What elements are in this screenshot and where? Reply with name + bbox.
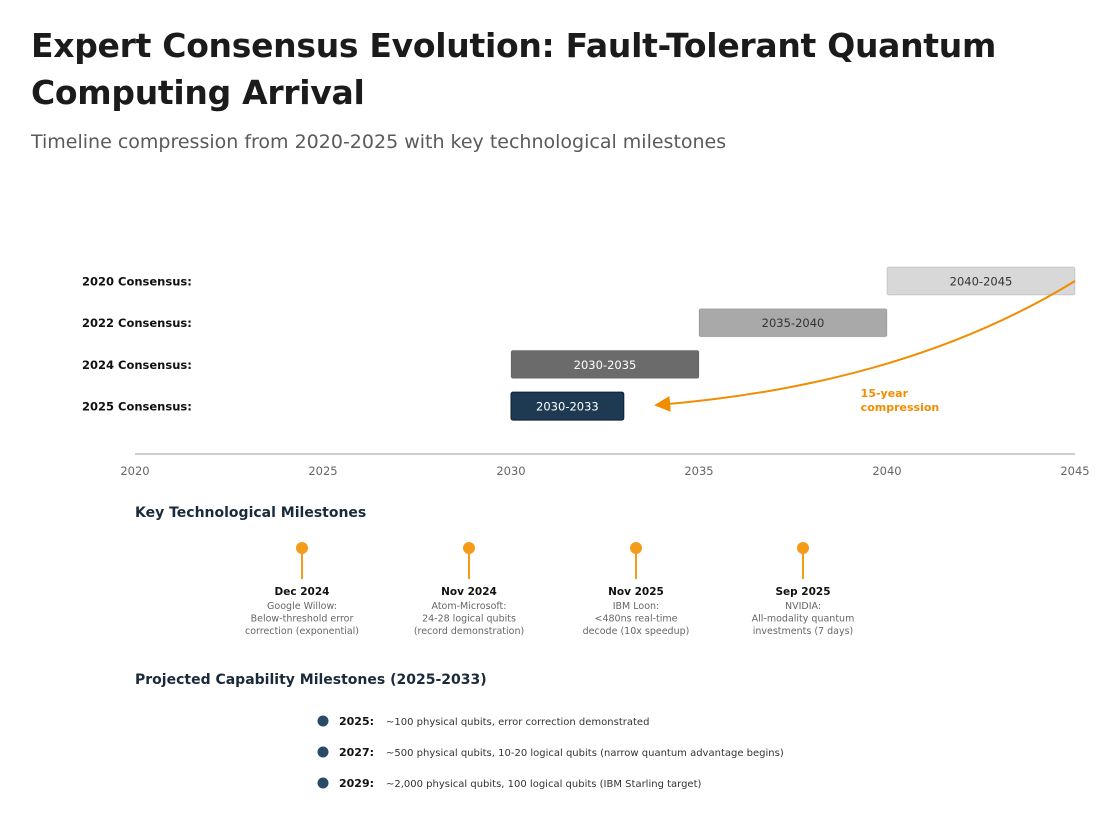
- compression-label-1: 15-year: [861, 387, 909, 400]
- milestone-marker: [630, 542, 642, 554]
- row-label: 2025 Consensus:: [82, 400, 192, 414]
- bar-range-label: 2030-2033: [536, 400, 599, 414]
- page-title: Expert Consensus Evolution: Fault-Tolera…: [31, 26, 997, 112]
- consensus-bar: [698, 308, 888, 338]
- milestone-marker: [296, 542, 308, 554]
- milestone-detail: Google Willow:: [267, 601, 337, 612]
- projected-year: 2025:: [339, 715, 374, 728]
- compression-label-2: compression: [861, 401, 940, 414]
- milestone-detail: Atom-Microsoft:: [432, 601, 507, 612]
- x-tick-label: 2025: [308, 464, 337, 478]
- milestone-detail: IBM Loon:: [613, 601, 660, 612]
- projected-text: ~500 physical qubits, 10-20 logical qubi…: [386, 748, 784, 759]
- projected-heading: Projected Capability Milestones (2025-20…: [135, 672, 487, 688]
- milestones-heading: Key Technological Milestones: [135, 505, 366, 521]
- projected-text: ~2,000 physical qubits, 100 logical qubi…: [386, 779, 702, 790]
- x-tick-label: 2035: [684, 464, 713, 478]
- x-tick-label: 2030: [496, 464, 525, 478]
- consensus-bar: [510, 391, 625, 421]
- milestone-marker: [463, 542, 475, 554]
- milestone-detail: correction (exponential): [245, 626, 359, 637]
- bar-range-label: 2030-2035: [574, 358, 637, 372]
- projected-year: 2027:: [339, 746, 374, 759]
- milestone-detail: (record demonstration): [414, 626, 524, 637]
- milestone-detail: All-modality quantum: [752, 614, 855, 625]
- compression-arrow: [654, 280, 1076, 412]
- x-tick-label: 2020: [120, 464, 149, 478]
- milestone-date: Nov 2024: [441, 586, 497, 598]
- projected-bullet: [317, 777, 329, 789]
- consensus-bar: [510, 349, 700, 379]
- projected-bullet: [317, 715, 329, 727]
- milestone-detail: investments (7 days): [753, 626, 854, 637]
- row-label: 2022 Consensus:: [82, 316, 192, 330]
- milestone-detail: Below-threshold error: [251, 614, 354, 625]
- milestone-marker: [797, 542, 809, 554]
- milestone-detail: decode (10x speedup): [583, 626, 690, 637]
- row-label: 2020 Consensus:: [82, 275, 192, 289]
- milestone-detail: NVIDIA:: [785, 601, 821, 612]
- x-tick-label: 2045: [1060, 464, 1089, 478]
- row-label: 2024 Consensus:: [82, 358, 192, 372]
- projected-text: ~100 physical qubits, error correction d…: [386, 717, 649, 728]
- bar-range-label: 2040-2045: [950, 275, 1013, 289]
- x-tick-label: 2040: [872, 464, 901, 478]
- milestone-date: Sep 2025: [775, 586, 830, 598]
- projected-year: 2029:: [339, 777, 374, 790]
- page-subtitle: Timeline compression from 2020-2025 with…: [31, 131, 727, 153]
- bar-range-label: 2035-2040: [762, 316, 825, 330]
- milestone-date: Nov 2025: [608, 586, 664, 598]
- projected-bullet: [317, 746, 329, 758]
- milestone-date: Dec 2024: [275, 586, 330, 598]
- milestone-detail: 24-28 logical qubits: [422, 614, 516, 625]
- milestone-detail: <480ns real-time: [595, 614, 678, 625]
